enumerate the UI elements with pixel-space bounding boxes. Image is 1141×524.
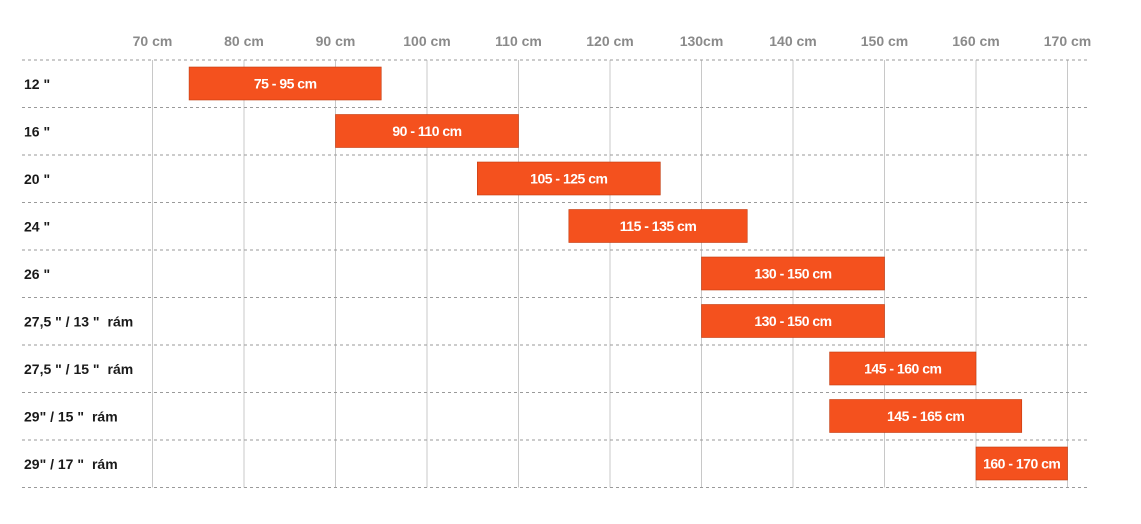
bar-value-label: 90 - 110 cm [392, 123, 461, 139]
bar-value-label: 145 - 160 cm [864, 361, 941, 377]
row-label: 20 " [24, 171, 50, 187]
range-bar [829, 351, 977, 386]
x-tick-label: 100 cm [403, 33, 450, 49]
range-bar [829, 399, 1023, 433]
bar-value-label: 130 - 150 cm [754, 313, 831, 329]
row-label-suffix: rám [108, 313, 134, 329]
row-label: 24 " [24, 218, 50, 234]
bar-value-label: 75 - 95 cm [254, 76, 317, 92]
row-label-suffix: rám [92, 456, 118, 472]
x-tick-label: 110 cm [495, 33, 542, 49]
range-bar [335, 114, 519, 148]
row-label: 27,5 " / 15 " rám [24, 361, 133, 377]
x-tick-label: 80 cm [224, 33, 264, 49]
row-label: 26 " [24, 266, 50, 282]
x-tick-label: 70 cm [133, 33, 173, 49]
range-bar [701, 256, 885, 291]
range-bar [477, 161, 661, 196]
row-label: 12 " [24, 76, 50, 92]
x-tick-label: 140 cm [769, 33, 816, 49]
bar-value-label: 130 - 150 cm [754, 266, 831, 282]
x-tick-label: 170 cm [1044, 33, 1091, 49]
x-tick-label: 120 cm [586, 33, 633, 49]
range-bar [975, 446, 1068, 481]
row-label: 29" / 17 " rám [24, 456, 118, 472]
x-tick-label: 90 cm [316, 33, 356, 49]
row-label-suffix: rám [108, 361, 134, 377]
range-bar [568, 209, 748, 243]
bar-value-label: 160 - 170 cm [983, 456, 1060, 472]
row-label: 27,5 " / 13 " rám [24, 313, 133, 329]
row-label-suffix: rám [92, 408, 118, 424]
bar-value-label: 115 - 135 cm [620, 218, 697, 234]
row-label: 16 " [24, 123, 50, 139]
range-bar [701, 304, 885, 338]
x-tick-label: 160 cm [952, 33, 999, 49]
row-label: 29" / 15 " rám [24, 408, 118, 424]
x-tick-label: 150 cm [861, 33, 908, 49]
bar-value-label: 145 - 165 cm [887, 408, 964, 424]
x-tick-label: 130cm [680, 33, 724, 49]
range-bar [188, 66, 382, 101]
bar-value-label: 105 - 125 cm [530, 171, 607, 187]
